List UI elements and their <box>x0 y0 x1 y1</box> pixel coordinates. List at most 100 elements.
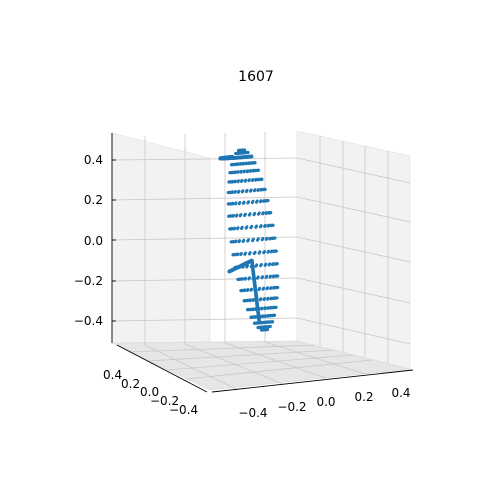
scatter-point <box>240 225 244 229</box>
scatter-point <box>259 188 263 192</box>
scatter-point <box>252 298 256 301</box>
scatter-point <box>253 188 257 192</box>
scatter-point <box>261 212 265 216</box>
scatter-point <box>251 169 255 173</box>
scatter-point <box>264 212 268 215</box>
y-tick-label: −0.4 <box>169 403 198 417</box>
scatter-point <box>256 275 260 279</box>
scatter-point <box>243 212 247 216</box>
scatter-point <box>249 298 252 302</box>
axes-panes <box>111 130 411 391</box>
scatter-point <box>254 315 257 319</box>
scatter-point <box>267 320 271 324</box>
scatter-point <box>269 297 273 301</box>
scatter-point <box>234 201 238 205</box>
scatter-point <box>233 179 237 183</box>
scatter-point <box>269 250 273 254</box>
scatter-point <box>262 199 266 203</box>
scatter-point <box>240 178 244 182</box>
scatter-point <box>251 307 255 311</box>
scatter-point <box>256 189 260 192</box>
scatter-point <box>250 224 254 228</box>
scatter-point <box>251 199 255 203</box>
y-tick-label: 0.2 <box>121 377 140 391</box>
scatter-point <box>253 250 257 254</box>
scatter-point <box>271 275 275 279</box>
scatter-point <box>250 287 254 291</box>
scatter-point <box>264 262 268 266</box>
scatter-point <box>266 250 270 254</box>
x-tick-label: 0.0 <box>316 395 335 409</box>
scatter-point <box>255 224 259 228</box>
scatter-point <box>264 199 268 203</box>
scatter-point <box>247 238 250 242</box>
z-tick-label: 0.0 <box>84 234 103 248</box>
scatter-point <box>259 224 263 228</box>
scatter-point <box>269 287 272 290</box>
scatter-point <box>238 277 242 281</box>
scatter-point <box>241 288 245 292</box>
scatter-point <box>273 262 277 266</box>
scatter-point <box>231 190 234 194</box>
scatter-point <box>236 162 240 166</box>
scatter-point <box>238 239 242 243</box>
scatter-point <box>274 274 278 278</box>
scatter-point <box>248 212 252 216</box>
scatter-point <box>232 213 235 217</box>
scatter-point <box>240 277 244 281</box>
scatter-point <box>245 225 249 229</box>
scatter-point <box>249 161 252 165</box>
scatter-point <box>229 214 233 218</box>
scatter-point <box>258 250 262 254</box>
y-tick-label: −0.2 <box>150 394 179 408</box>
y-tick-label: 0.4 <box>103 368 122 382</box>
scatter-point <box>236 226 240 230</box>
scatter-point <box>263 250 266 253</box>
scatter-point <box>263 225 267 228</box>
scatter-point <box>267 263 271 267</box>
scatter-point <box>231 239 235 243</box>
scatter-point <box>237 189 241 193</box>
scatter-point <box>248 276 251 280</box>
scatter-point <box>259 297 263 301</box>
z-tick-label: −0.4 <box>74 314 103 328</box>
scatter-point <box>261 314 265 318</box>
scatter-point <box>266 325 270 329</box>
scatter-point <box>246 298 250 302</box>
scatter-point <box>234 190 237 193</box>
floor-pane <box>111 340 411 391</box>
y-axis-line <box>116 344 208 393</box>
scatter-point <box>244 151 248 155</box>
z-tick-label: 0.2 <box>84 193 103 207</box>
scatter-point <box>268 237 272 241</box>
scatter-point <box>231 201 235 205</box>
scatter-point <box>235 213 239 217</box>
scatter-point <box>230 154 235 159</box>
scatter-point <box>244 276 248 280</box>
scatter-point <box>244 251 248 255</box>
scatter-point <box>267 211 271 215</box>
scatter-point <box>262 286 266 290</box>
scatter-point <box>244 161 248 165</box>
axis-lines <box>111 133 414 393</box>
scatter-point <box>258 286 262 290</box>
scatter-point <box>242 161 245 165</box>
scatter-point <box>271 263 274 267</box>
scatter-point <box>231 179 235 183</box>
scatter-point <box>264 237 268 241</box>
scatter-point <box>265 274 269 278</box>
scatter-point <box>245 188 249 192</box>
scatter-point <box>247 200 251 204</box>
scatter-point <box>263 297 267 300</box>
scatter-point <box>244 178 248 182</box>
scatter-point <box>259 263 263 266</box>
scatter-point <box>261 188 265 192</box>
x-axis-line <box>211 369 414 393</box>
scatter-point <box>238 201 242 204</box>
scatter-point <box>239 162 243 165</box>
right-pane <box>296 130 411 370</box>
scatter-point <box>233 252 237 256</box>
scatter-point <box>253 211 257 215</box>
scatter-point <box>234 239 238 243</box>
